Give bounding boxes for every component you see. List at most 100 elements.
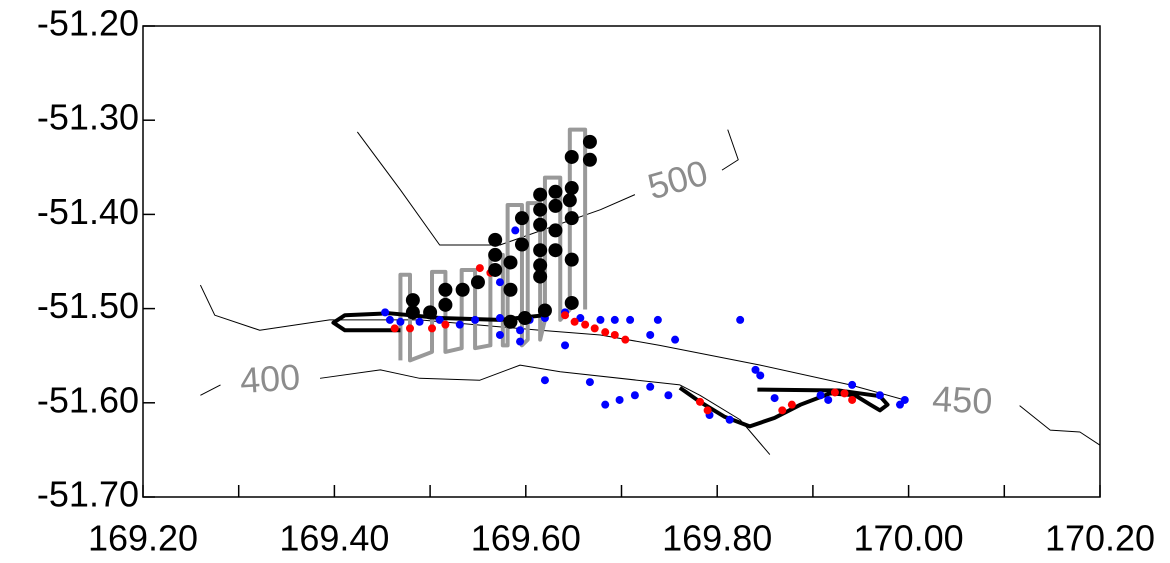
large-point <box>488 232 503 247</box>
contour-line <box>356 131 636 246</box>
y-tick-label: -51.60 <box>37 379 139 420</box>
point <box>495 278 504 287</box>
x-tick-label: 170.20 <box>1045 518 1155 559</box>
point <box>630 391 639 400</box>
point <box>778 406 787 415</box>
plot-frame <box>142 25 1101 498</box>
point <box>830 388 839 397</box>
large-point <box>533 269 548 284</box>
point <box>695 397 704 406</box>
contour-line <box>199 284 905 401</box>
point <box>406 324 415 333</box>
point <box>824 395 833 404</box>
large-point <box>548 243 563 258</box>
point <box>610 315 619 324</box>
point <box>471 315 480 324</box>
point <box>561 311 570 320</box>
point <box>475 264 484 273</box>
point <box>653 315 662 324</box>
y-tick-label: -51.40 <box>37 191 139 232</box>
large-point <box>533 258 548 273</box>
point <box>396 317 405 326</box>
large-point <box>488 262 503 277</box>
y-tick-label: -51.20 <box>37 3 139 44</box>
point <box>736 315 745 324</box>
point <box>615 395 624 404</box>
point <box>787 400 796 409</box>
point <box>381 308 390 317</box>
large-point <box>533 187 548 202</box>
contour-label: 450 <box>931 378 993 422</box>
x-tick-label: 169.60 <box>471 518 581 559</box>
large-point <box>537 303 552 318</box>
large-point <box>503 282 518 297</box>
large-point <box>548 198 563 213</box>
point <box>601 400 610 409</box>
large-point <box>438 297 453 312</box>
x-tick-label: 170.00 <box>854 518 964 559</box>
x-tick-label: 169.40 <box>279 518 389 559</box>
contour-line <box>200 384 221 396</box>
point <box>895 400 904 409</box>
point <box>390 324 399 333</box>
large-point <box>533 202 548 217</box>
large-point <box>564 211 579 226</box>
large-point <box>533 217 548 232</box>
x-tick-label: 169.20 <box>88 518 198 559</box>
point <box>671 335 680 344</box>
contour-line <box>319 364 771 455</box>
large-point <box>423 305 438 320</box>
point <box>610 330 619 339</box>
point <box>428 324 437 333</box>
point <box>585 378 594 387</box>
point <box>770 394 779 403</box>
large-point <box>562 193 577 208</box>
contour-line <box>1019 405 1101 446</box>
large-point <box>470 275 485 290</box>
large-point <box>438 282 453 297</box>
point <box>516 326 525 335</box>
point <box>725 415 734 424</box>
point <box>848 395 857 404</box>
large-point <box>548 223 563 238</box>
point <box>511 226 520 235</box>
large-point <box>503 314 518 329</box>
point <box>646 330 655 339</box>
point <box>435 315 444 324</box>
point <box>875 391 884 400</box>
y-tick-label: -51.30 <box>37 97 139 138</box>
large-point <box>517 311 532 326</box>
large-point <box>488 247 503 262</box>
large-point <box>514 211 529 226</box>
point <box>626 315 635 324</box>
point <box>816 391 825 400</box>
point <box>664 391 673 400</box>
large-point <box>564 295 579 310</box>
x-tick-label: 169.80 <box>662 518 772 559</box>
contour-label: 500 <box>643 152 712 208</box>
large-point <box>405 305 420 320</box>
track-line <box>331 311 546 333</box>
point <box>756 371 765 380</box>
contour-line <box>721 129 739 171</box>
point <box>621 335 630 344</box>
large-point <box>564 149 579 164</box>
large-point <box>564 252 579 267</box>
large-point <box>548 184 563 199</box>
point <box>415 317 424 326</box>
point <box>601 328 610 337</box>
point <box>751 365 760 374</box>
large-point <box>564 181 579 196</box>
point <box>495 314 504 323</box>
large-point <box>405 293 420 308</box>
point <box>385 315 394 324</box>
point <box>703 406 712 415</box>
contour-label: 400 <box>239 356 302 401</box>
point <box>540 376 549 385</box>
point <box>840 389 849 398</box>
large-point <box>514 237 529 252</box>
plot-area: 500 450 400 <box>199 127 1101 455</box>
point <box>848 380 857 389</box>
point <box>441 320 450 329</box>
